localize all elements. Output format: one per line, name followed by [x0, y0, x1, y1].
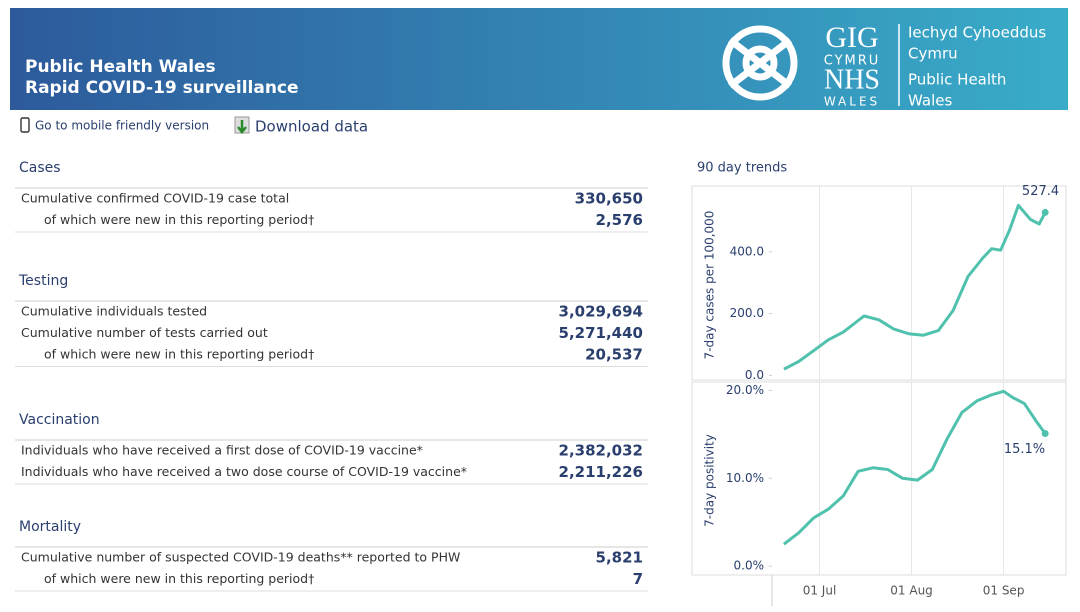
- header-title: Public Health Wales: [25, 57, 216, 77]
- logo-knot: [722, 25, 798, 101]
- row-label: Cumulative individuals tested: [21, 304, 207, 319]
- y-tick-label: 200.0: [730, 306, 764, 320]
- logo-english: Wales: [908, 92, 952, 110]
- row-label: Cumulative confirmed COVID-19 case total: [21, 191, 289, 206]
- row-value: 2,382,032: [559, 442, 643, 460]
- x-tick-label: 01 Aug: [890, 584, 933, 598]
- mobile-link[interactable]: Go to mobile friendly version: [35, 119, 209, 133]
- row-label: Cumulative number of suspected COVID-19 …: [21, 550, 460, 565]
- header-subtitle: Rapid COVID-19 surveillance: [25, 78, 299, 98]
- row-label: of which were new in this reporting peri…: [44, 212, 314, 227]
- row-value: 5,821: [596, 549, 643, 567]
- section-title: Mortality: [19, 519, 81, 535]
- row-value: 7: [633, 570, 643, 588]
- logo-cymru: CYMRU: [824, 54, 881, 69]
- trends-title: 90 day trends: [697, 161, 787, 176]
- row-label: of which were new in this reporting peri…: [44, 347, 314, 362]
- row-value: 20,537: [585, 346, 643, 364]
- row-value: 330,650: [575, 190, 643, 208]
- logo-welsh: Iechyd Cyhoeddus: [908, 24, 1046, 42]
- value-label: 527.4: [1022, 184, 1059, 199]
- logo-gig: GIG: [825, 21, 878, 54]
- logo-wales: WALES: [824, 95, 880, 109]
- end-point: [1041, 208, 1049, 216]
- y-tick-label: 0.0%: [734, 559, 765, 573]
- header-band: [10, 8, 1068, 110]
- logo-welsh: Cymru: [908, 45, 958, 63]
- section-title: Cases: [19, 160, 61, 176]
- x-tick-label: 01 Jul: [803, 584, 837, 598]
- download-link[interactable]: Download data: [255, 118, 368, 136]
- x-tick-label: 01 Sep: [983, 584, 1025, 598]
- row-value: 3,029,694: [559, 303, 643, 321]
- y-axis-label: 7-day cases per 100,000: [703, 211, 717, 360]
- logo-nhs: NHS: [824, 64, 880, 95]
- trend-line: [782, 389, 1047, 546]
- value-label: 15.1%: [1004, 442, 1045, 457]
- section-title: Vaccination: [19, 412, 100, 428]
- row-label: Cumulative number of tests carried out: [21, 325, 268, 340]
- y-tick-label: 0.0: [745, 368, 764, 382]
- row-label: Individuals who have received a two dose…: [21, 464, 467, 479]
- row-label: Individuals who have received a first do…: [21, 443, 423, 458]
- y-tick-label: 400.0: [730, 244, 764, 258]
- y-tick-label: 10.0%: [726, 471, 764, 485]
- row-value: 2,211,226: [559, 463, 643, 481]
- chart-panel: [691, 185, 1067, 381]
- y-tick-label: 20.0%: [726, 383, 764, 397]
- row-value: 5,271,440: [559, 324, 643, 342]
- section-title: Testing: [18, 273, 68, 289]
- logo-english: Public Health: [908, 71, 1006, 89]
- end-point: [1041, 429, 1049, 437]
- row-value: 2,576: [596, 211, 643, 229]
- mobile-icon: [20, 117, 30, 133]
- download-icon: [234, 116, 250, 135]
- trend-line: [783, 203, 1047, 371]
- y-axis-label: 7-day positivity: [703, 434, 717, 527]
- row-label: of which were new in this reporting peri…: [44, 571, 314, 586]
- chart-panel: [691, 381, 1067, 576]
